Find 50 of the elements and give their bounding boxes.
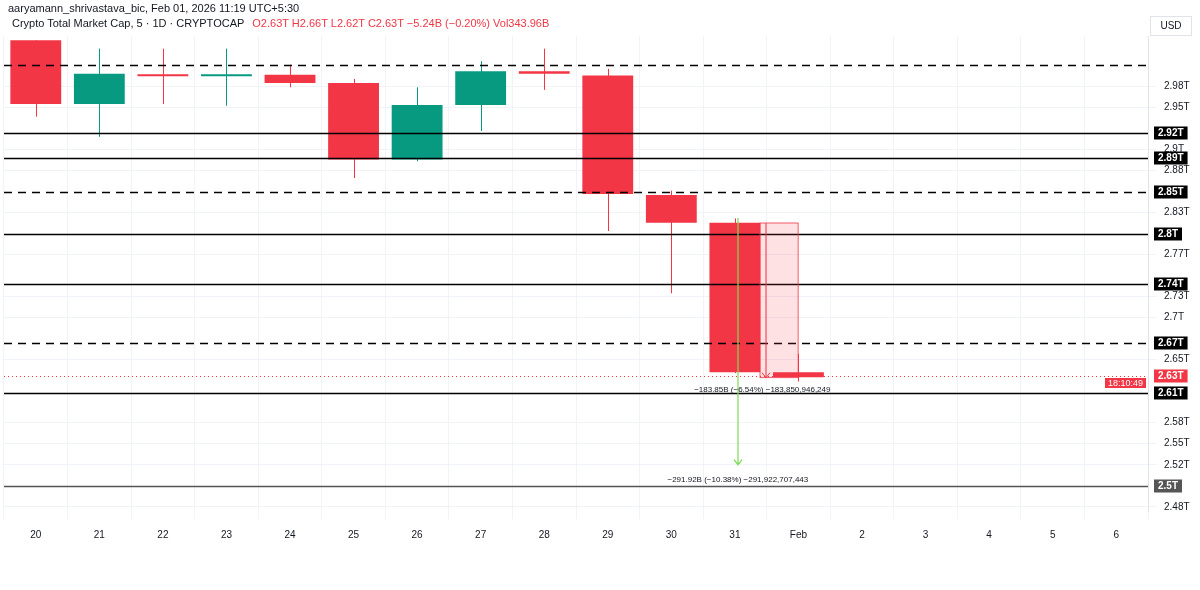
text: O2.63T H2.66T L2.62T C2.63T −5.24B (−0.20%) Vol343.96B	[252, 17, 550, 29]
y-tick-label: 2.48T	[1164, 500, 1190, 512]
x-tick-label: 3	[922, 528, 929, 540]
y-tick-label: 2.95T	[1164, 101, 1190, 113]
candlestick	[201, 48, 252, 107]
chart-subtitle: aaryamann_shrivastava_bic, Feb 01, 2026 11:19 UTC+5:30	[8, 2, 300, 14]
ref-line-label: 2.8T	[1158, 228, 1179, 240]
x-tick-label: Feb	[789, 528, 808, 540]
x-tick-label: 21	[93, 528, 106, 540]
ref-line-label: 2.85T	[1158, 186, 1184, 198]
y-tick-label: 2.52T	[1164, 458, 1190, 470]
x-tick-label: 27	[475, 528, 487, 540]
ref-line-label: 2.74T	[1158, 278, 1184, 290]
chart-title: Crypto Total Market Cap, 5 · 1D · CRYPTOCAP	[12, 17, 245, 29]
candlestick	[137, 48, 189, 105]
x-tick-label: 20	[30, 528, 42, 540]
ref-line-label: 2.63T	[1158, 370, 1184, 382]
y-tick-label: 2.9T	[1164, 143, 1185, 155]
y-tick-label: 2.7T	[1164, 311, 1185, 323]
annotation: −291.92B (−10.38%) −291,922,707,443	[667, 475, 809, 485]
y-tick-label: 2.55T	[1164, 437, 1190, 449]
ref-line-label: 2.5T	[1158, 480, 1179, 492]
y-axis-title: USD	[1150, 16, 1192, 36]
x-tick-label: 23	[220, 528, 233, 540]
annotation: 18:10:49	[1104, 378, 1146, 389]
y-tick-label: 2.88T	[1164, 164, 1190, 176]
annotation: −183.85B (−6.54%) −183,850,946,249	[694, 385, 831, 395]
ref-line-label: 2.67T	[1158, 337, 1184, 349]
y-tick-label: 2.58T	[1164, 416, 1190, 428]
x-tick-label: 24	[284, 528, 296, 540]
y-tick-label: 2.73T	[1164, 290, 1190, 302]
ref-line-label: 2.89T	[1158, 152, 1184, 164]
x-tick-label: 25	[347, 528, 360, 540]
y-tick-label: 2.98T	[1164, 80, 1190, 92]
x-tick-label: 28	[538, 528, 551, 540]
y-tick-label: 2.65T	[1164, 353, 1190, 365]
y-tick-label: 2.83T	[1164, 206, 1190, 218]
candlestick	[518, 48, 570, 91]
x-tick-label: 2	[859, 528, 866, 540]
x-tick-label: 31	[729, 528, 741, 540]
x-tick-label: 22	[157, 528, 169, 540]
x-tick-label: 5	[1049, 528, 1056, 540]
x-tick-label: 29	[602, 528, 614, 540]
y-tick-label: 2.77T	[1164, 248, 1190, 260]
x-tick-label: 6	[1113, 528, 1120, 540]
x-tick-label: 4	[986, 528, 993, 540]
x-tick-label: 30	[665, 528, 678, 540]
x-tick-label: 26	[411, 528, 424, 540]
ref-line-label: 2.92T	[1158, 127, 1184, 139]
ref-line-label: 2.61T	[1158, 387, 1184, 399]
